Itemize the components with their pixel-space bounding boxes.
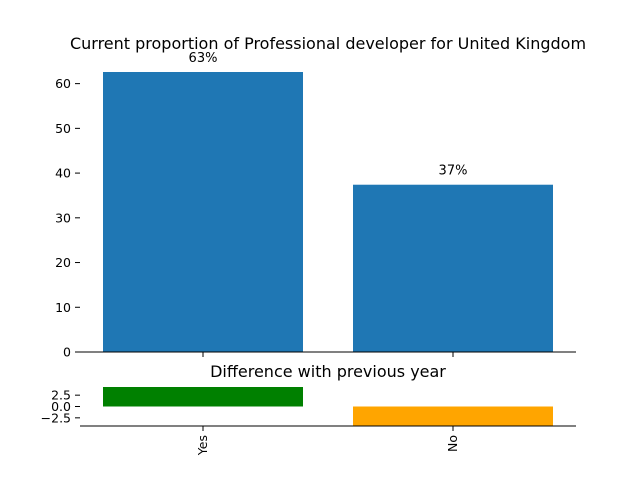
- diff-y-tick-label: −2.5: [41, 410, 71, 425]
- main-chart-title: Current proportion of Professional devel…: [70, 34, 586, 53]
- data-label-yes: 63%: [189, 51, 218, 66]
- y-tick-label: 30: [55, 210, 71, 225]
- y-tick-label: 40: [55, 166, 71, 181]
- y-tick-label: 10: [55, 300, 71, 315]
- bar-yes: [103, 72, 303, 352]
- diff-bar-yes: [103, 387, 303, 407]
- diff-chart-title: Difference with previous year: [210, 362, 446, 381]
- diff-y-tick-label: 2.5: [51, 388, 71, 403]
- y-tick-label: 50: [55, 121, 71, 136]
- bar-no: [353, 184, 553, 352]
- diff-bar-no: [353, 406, 553, 426]
- x-tick-label-yes: Yes: [195, 435, 210, 456]
- main-plot-area: 63% 37% 0 10 20 30 40 50 60: [55, 51, 576, 360]
- diff-y-tick-label: 0.0: [51, 399, 71, 414]
- x-tick-label-no: No: [445, 435, 460, 452]
- y-tick-label: 60: [55, 76, 71, 91]
- y-tick-label: 0: [63, 345, 71, 360]
- data-label-no: 37%: [439, 164, 468, 179]
- diff-plot-area: 2.50.0−2.5 Yes No: [41, 387, 576, 456]
- y-tick-label: 20: [55, 255, 71, 270]
